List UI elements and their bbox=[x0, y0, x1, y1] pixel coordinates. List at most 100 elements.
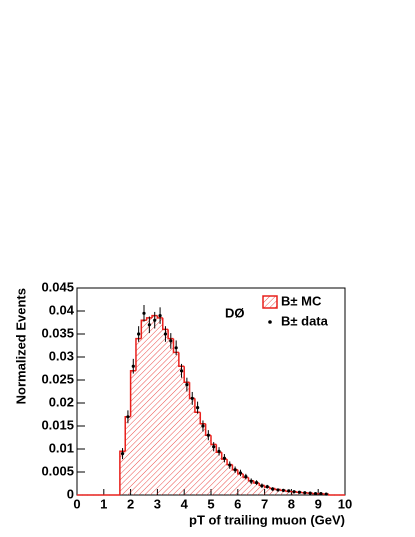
histogram-bar bbox=[130, 370, 136, 495]
y-tick-label: 0.035 bbox=[41, 325, 74, 340]
data-point bbox=[179, 369, 184, 373]
y-tick-label: 0.02 bbox=[49, 394, 74, 409]
histogram-bar bbox=[216, 452, 222, 495]
data-point bbox=[297, 490, 302, 494]
histogram-bar bbox=[168, 338, 174, 495]
legend-marker bbox=[268, 320, 272, 324]
data-point bbox=[265, 485, 269, 489]
histogram-bar bbox=[248, 480, 254, 495]
histogram-outline bbox=[210, 435, 217, 446]
data-point bbox=[276, 488, 280, 492]
data-point bbox=[244, 475, 248, 479]
histogram-bar bbox=[221, 459, 228, 495]
histogram-outline bbox=[156, 315, 163, 319]
data-point bbox=[271, 487, 275, 491]
y-tick-label: 0.04 bbox=[49, 302, 75, 317]
data-point bbox=[303, 491, 307, 495]
histogram-bar bbox=[194, 412, 201, 495]
y-axis-title: Normalized Events bbox=[13, 288, 28, 404]
data-point bbox=[212, 445, 216, 449]
histogram-bar bbox=[141, 320, 147, 495]
data-point bbox=[201, 424, 205, 428]
data-point bbox=[163, 332, 168, 336]
data-point bbox=[238, 471, 243, 475]
histogram-bar bbox=[291, 491, 297, 495]
x-tick-label: 4 bbox=[181, 496, 189, 511]
data-point bbox=[206, 433, 210, 437]
legend-swatch bbox=[262, 295, 278, 309]
histogram-outline bbox=[151, 314, 158, 318]
legend-label: B± data bbox=[281, 313, 329, 328]
data-point bbox=[254, 480, 259, 485]
data-point bbox=[313, 492, 318, 496]
histogram-outline bbox=[183, 366, 190, 384]
histogram-bar bbox=[125, 416, 131, 495]
histogram-outline bbox=[328, 494, 335, 496]
y-tick-label: 0 bbox=[67, 486, 74, 501]
histogram-bar bbox=[269, 488, 276, 495]
histogram-outline bbox=[135, 337, 142, 371]
histogram-bar bbox=[232, 469, 238, 495]
x-tick-label: 2 bbox=[127, 496, 134, 511]
data-point bbox=[147, 323, 151, 327]
histogram-bar bbox=[173, 352, 179, 495]
histogram-bar bbox=[189, 398, 195, 495]
data-point bbox=[319, 492, 323, 496]
histogram-bar bbox=[200, 423, 206, 495]
y-tick-label: 0.015 bbox=[41, 417, 74, 432]
histogram-bar bbox=[259, 485, 265, 495]
histogram-outline bbox=[199, 412, 206, 425]
data-point bbox=[217, 449, 221, 453]
data-point bbox=[126, 415, 130, 419]
data-point bbox=[196, 406, 200, 410]
histogram-bar bbox=[184, 382, 190, 495]
histogram-bar bbox=[243, 477, 249, 495]
x-tick-label: 1 bbox=[100, 496, 107, 511]
histogram-bar bbox=[152, 315, 158, 495]
data-point bbox=[260, 484, 264, 488]
histogram-outline bbox=[194, 398, 201, 413]
data-point bbox=[324, 492, 328, 496]
x-tick-label: 8 bbox=[288, 496, 295, 511]
histogram-outline bbox=[129, 370, 136, 417]
x-tick-label: 3 bbox=[154, 496, 161, 511]
data-point bbox=[281, 488, 285, 492]
data-point bbox=[292, 490, 296, 494]
data-point bbox=[308, 491, 312, 495]
histogram-bar bbox=[205, 435, 211, 495]
data-point bbox=[174, 346, 178, 350]
data-point bbox=[249, 479, 253, 483]
x-tick-label: 6 bbox=[234, 496, 241, 511]
y-tick-label: 0.005 bbox=[41, 463, 74, 478]
x-tick-label: 7 bbox=[261, 496, 268, 511]
histogram-bar bbox=[253, 483, 260, 495]
histogram-bar bbox=[146, 317, 153, 495]
data-point bbox=[228, 463, 232, 467]
histogram-bar bbox=[178, 366, 185, 495]
data-point bbox=[153, 318, 157, 322]
histogram-bar bbox=[275, 489, 281, 495]
annotation: DØ bbox=[225, 305, 245, 320]
y-tick-label: 0.025 bbox=[41, 371, 74, 386]
histogram-bar bbox=[286, 491, 292, 495]
x-tick-label: 0 bbox=[73, 496, 80, 511]
histogram-outline bbox=[145, 317, 153, 321]
histogram-bar bbox=[157, 317, 163, 495]
data-point bbox=[137, 332, 141, 336]
data-point bbox=[131, 364, 135, 368]
x-tick-label: 9 bbox=[315, 496, 322, 511]
legend-label: B± MC bbox=[281, 293, 322, 308]
data-point bbox=[142, 311, 146, 315]
data-point bbox=[158, 314, 162, 318]
histogram-outline bbox=[178, 352, 185, 367]
histogram-outline bbox=[162, 317, 169, 331]
histogram-outline bbox=[119, 450, 126, 495]
histogram-outline bbox=[172, 338, 179, 354]
y-tick-label: 0.01 bbox=[49, 440, 74, 455]
histogram-bar bbox=[264, 487, 270, 495]
data-point bbox=[233, 468, 237, 472]
histogram-bar bbox=[162, 329, 169, 495]
y-tick-label: 0.045 bbox=[41, 279, 74, 294]
x-tick-label: 10 bbox=[338, 496, 352, 511]
data-point bbox=[222, 456, 226, 460]
